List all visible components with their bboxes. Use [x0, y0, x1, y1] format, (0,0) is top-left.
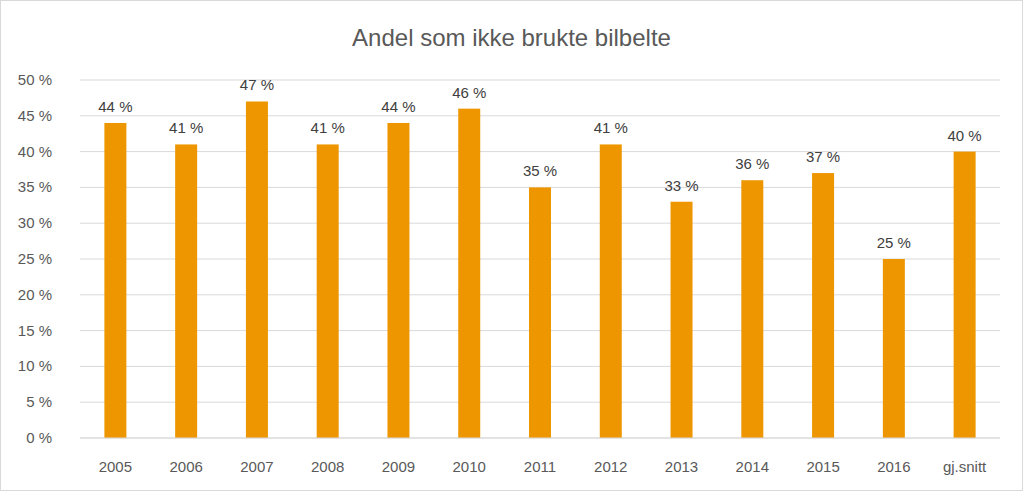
data-label: 41 %	[169, 119, 203, 136]
data-label: 25 %	[877, 234, 911, 251]
y-tick-label: 20 %	[18, 286, 52, 303]
data-label: 33 %	[664, 177, 698, 194]
data-label: 44 %	[381, 98, 415, 115]
data-label: 47 %	[240, 76, 274, 93]
data-label: 35 %	[523, 162, 557, 179]
data-label: 40 %	[948, 127, 982, 144]
title: Andel som ikke brukte bilbelte	[352, 24, 671, 51]
y-tick-label: 50 %	[18, 71, 52, 88]
x-tick-label: 2005	[99, 458, 132, 475]
x-axis	[80, 438, 1000, 439]
data-label: 41 %	[594, 119, 628, 136]
y-tick-label: 35 %	[18, 178, 52, 195]
bar	[812, 173, 834, 438]
x-tick-label: 2012	[594, 458, 627, 475]
x-tick-label: 2014	[736, 458, 769, 475]
x-tick-label: 2011	[524, 458, 556, 475]
bar	[600, 144, 622, 438]
x-tick-label: 2016	[877, 458, 910, 475]
x-tick-label: 2009	[382, 458, 415, 475]
chart-frame	[1, 1, 1023, 491]
bar	[246, 101, 268, 438]
chart: Andel som ikke brukte bilbelte 0 % 5 % 10 %…	[0, 0, 1023, 491]
y-tick-label: 15 %	[18, 322, 52, 339]
x-tick-label: 2015	[806, 458, 839, 475]
bar	[387, 123, 409, 438]
bar	[671, 202, 693, 438]
grid-line	[80, 438, 1000, 439]
grid-line	[80, 80, 1000, 81]
grid-line	[80, 151, 1000, 152]
x-tick-label: 2008	[311, 458, 344, 475]
bar	[883, 259, 905, 438]
bar	[104, 123, 126, 438]
bars	[104, 101, 975, 438]
data-label: 44 %	[98, 98, 132, 115]
x-tick-label: 2007	[240, 458, 273, 475]
y-tick-label: 45 %	[18, 107, 52, 124]
grid-line	[80, 115, 1000, 116]
y-tick-label: 10 %	[18, 357, 52, 374]
x-tick-label: 2006	[169, 458, 202, 475]
y-tick-label: 40 %	[18, 143, 52, 160]
data-label: 36 %	[735, 155, 769, 172]
bar	[175, 144, 197, 438]
x-tick-label: 2013	[665, 458, 698, 475]
y-tick-label: 0 %	[26, 429, 52, 446]
data-label: 46 %	[452, 84, 486, 101]
y-tick-label: 30 %	[18, 214, 52, 231]
x-tick-label: 2010	[453, 458, 486, 475]
bar	[529, 187, 551, 438]
bar	[458, 109, 480, 438]
data-label: 37 %	[806, 148, 840, 165]
data-label: 41 %	[311, 119, 345, 136]
bar	[317, 144, 339, 438]
x-tick-label: gj.snitt	[943, 458, 987, 475]
bar	[954, 152, 976, 438]
y-tick-label: 25 %	[18, 250, 52, 267]
bar	[741, 180, 763, 438]
y-tick-label: 5 %	[26, 393, 52, 410]
